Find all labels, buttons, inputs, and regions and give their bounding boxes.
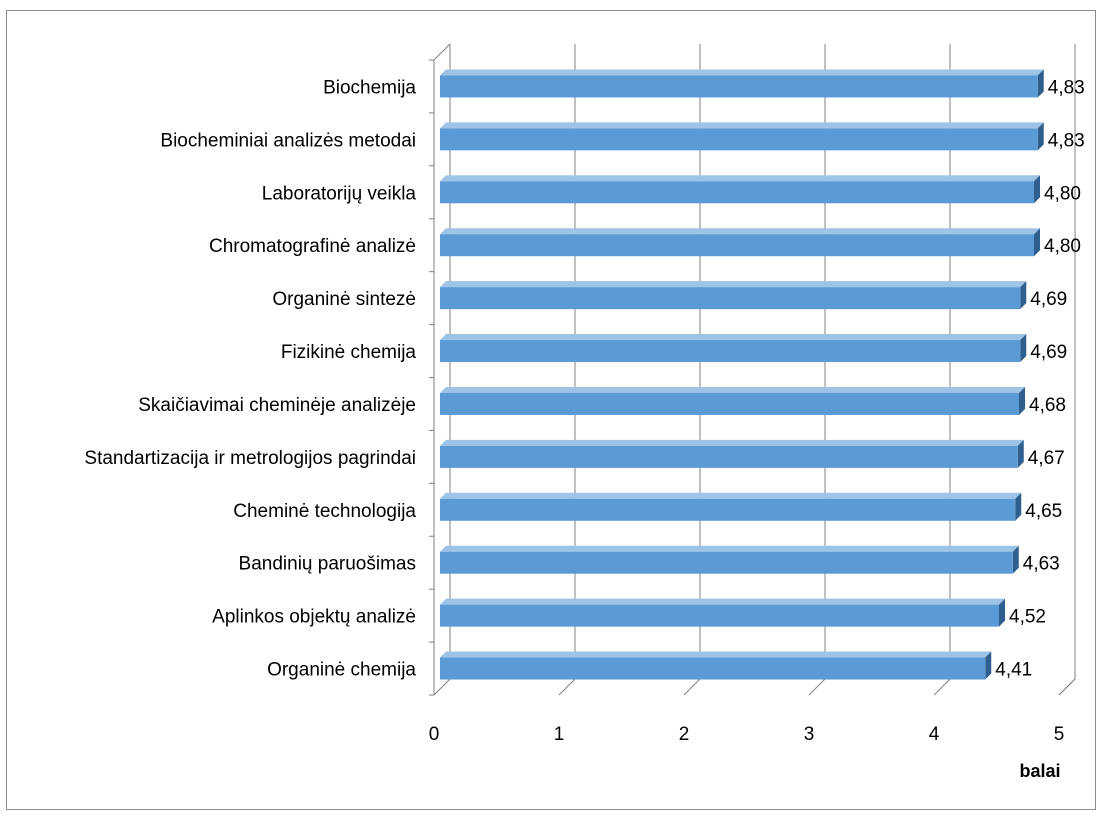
category-label: Cheminė technologija <box>233 501 416 522</box>
category-label: Biochemija <box>323 77 416 98</box>
bar-top <box>440 122 1044 129</box>
bar-top <box>440 228 1040 235</box>
floor-line <box>808 678 826 696</box>
bar-side <box>1034 175 1040 204</box>
bar-top <box>440 69 1044 76</box>
category-label: Fizikinė chemija <box>281 342 417 363</box>
value-label: 4,67 <box>1028 448 1065 469</box>
value-label: 4,69 <box>1030 342 1067 363</box>
bar-side <box>1015 492 1022 521</box>
bar <box>440 128 1038 151</box>
bar <box>440 498 1016 521</box>
bar-side <box>1034 228 1040 257</box>
x-tick-label: 3 <box>804 724 815 745</box>
bar-top <box>440 545 1019 552</box>
floor-line <box>433 678 451 696</box>
value-label: 4,80 <box>1044 236 1081 257</box>
x-tick-label: 2 <box>679 724 690 745</box>
value-label: 4,52 <box>1009 607 1046 628</box>
bar-side <box>999 598 1005 627</box>
category-label: Organinė sintezė <box>272 289 416 310</box>
bar-top <box>440 598 1005 605</box>
bar-top <box>440 334 1027 341</box>
category-label: Standartizacija ir metrologijos pagrinda… <box>84 448 416 469</box>
value-label: 4,83 <box>1048 130 1085 151</box>
category-label: Laboratorijų veikla <box>262 183 417 204</box>
category-label: Skaičiavimai cheminėje analizėje <box>138 395 416 416</box>
floor-line <box>683 678 701 696</box>
bar-side <box>1012 545 1019 574</box>
category-label: Chromatografinė analizė <box>209 236 416 257</box>
bar-top <box>440 492 1022 499</box>
bar <box>440 392 1019 415</box>
bar-side <box>1019 386 1025 415</box>
bar <box>440 75 1038 98</box>
x-tick-label: 5 <box>1054 724 1065 745</box>
floor-right-edge <box>1058 678 1076 696</box>
bar-top <box>440 439 1024 446</box>
value-label: 4,41 <box>995 660 1032 681</box>
x-tick-label: 4 <box>929 724 940 745</box>
bar-top <box>440 386 1025 393</box>
value-label: 4,80 <box>1044 183 1081 204</box>
x-tick-label: 1 <box>554 724 565 745</box>
bar-side <box>1037 122 1044 151</box>
x-axis-title: balai <box>1019 761 1060 781</box>
bar <box>440 551 1013 574</box>
bar-side <box>1020 281 1027 310</box>
x-tick-label: 0 <box>429 724 440 745</box>
bar <box>440 604 999 627</box>
axis-wall-top <box>433 43 451 61</box>
value-label: 4,68 <box>1029 395 1066 416</box>
bar <box>440 340 1021 363</box>
value-label: 4,63 <box>1023 554 1060 575</box>
bar-side <box>1017 439 1024 468</box>
value-label: 4,65 <box>1025 501 1062 522</box>
floor-line <box>558 678 576 696</box>
bar-top <box>440 651 992 658</box>
bar <box>440 181 1034 204</box>
category-label: Biocheminiai analizės metodai <box>160 130 416 151</box>
bar-side <box>1020 334 1027 363</box>
bar <box>440 445 1018 468</box>
floor-line <box>933 678 951 696</box>
category-label: Aplinkos objektų analizė <box>212 607 416 628</box>
bar <box>440 657 986 680</box>
value-label: 4,83 <box>1048 77 1085 98</box>
bar-top <box>440 281 1027 288</box>
bar-top <box>440 175 1040 182</box>
bar <box>440 234 1034 257</box>
bar-side <box>985 651 992 680</box>
category-label: Organinė chemija <box>267 660 416 681</box>
category-label: Bandinių paruošimas <box>239 554 416 575</box>
bar-side <box>1037 69 1044 98</box>
bar <box>440 287 1021 310</box>
value-label: 4,69 <box>1030 289 1067 310</box>
